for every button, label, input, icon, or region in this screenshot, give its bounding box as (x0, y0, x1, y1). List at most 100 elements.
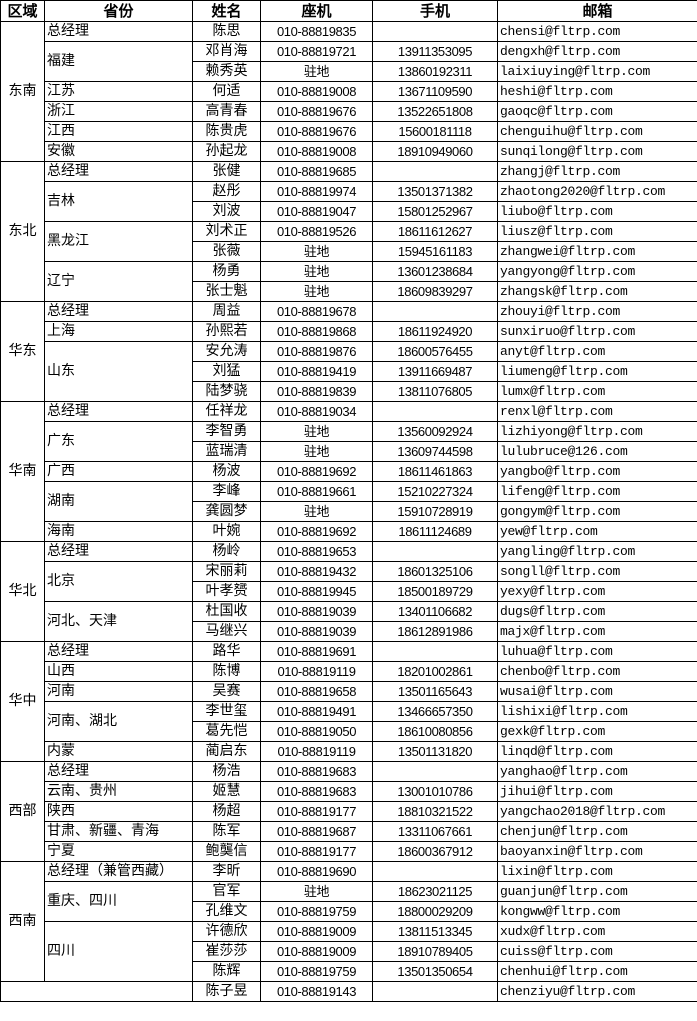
landline-cell: 010-88819876 (260, 341, 373, 362)
province-cell: 江苏 (44, 81, 193, 102)
landline-cell: 010-88819653 (260, 541, 373, 562)
table-row: 东北 总经理 张健 010-88819685 zhangj@fltrp.com (0, 161, 697, 302)
person-name: 崔莎莎 (192, 941, 261, 962)
landline-cell: 010-88819419 (260, 361, 373, 382)
table-row: 湖南 李峰 010-88819661 15210227324 lifeng@fltrp.… (1, 481, 697, 522)
person-name: 陈贵虎 (192, 121, 261, 142)
table-row: 陆梦骁 010-88819839 13811076805 lumx@fltrp.com (1, 381, 697, 402)
landline-cell: 010-88819050 (260, 721, 373, 742)
table-body: 东南 总经理 陈思 010-88819835 chensi@fltrp.com 福建 邓肖海… (0, 21, 697, 1002)
email-cell: chenhui@fltrp.com (497, 961, 697, 982)
landline-cell: 驻地 (260, 881, 373, 902)
mobile-cell: 18611612627 (372, 221, 498, 242)
email-cell: lishixi@fltrp.com (497, 701, 697, 722)
mobile-cell: 13911669487 (372, 361, 498, 382)
province-cell: 河南、湖北 (44, 701, 193, 742)
table-row: 龚圆梦 驻地 15910728919 gongym@fltrp.com (1, 501, 697, 522)
landline-cell: 010-88819690 (260, 861, 373, 882)
header-mobile: 手机 (372, 0, 498, 22)
landline-cell: 010-88819868 (260, 321, 373, 342)
email-cell: lifeng@fltrp.com (497, 481, 697, 502)
landline-cell: 010-88819676 (260, 121, 373, 142)
mobile-cell: 18609839297 (372, 281, 498, 302)
province-cell: 海南 (44, 521, 193, 542)
person-name: 周益 (192, 301, 261, 322)
mobile-cell: 15945161183 (372, 241, 498, 262)
province-cell: 宁夏 (44, 841, 193, 862)
province-cell: 吉林 (44, 181, 193, 222)
table-row: 西部 总经理 杨浩 010-88819683 yanghao@fltrp.com (0, 761, 697, 862)
mobile-cell: 15600181118 (372, 121, 498, 142)
landline-cell: 010-88819835 (260, 21, 373, 42)
person-name: 杨岭 (192, 541, 261, 562)
mobile-cell: 13001010786 (372, 781, 498, 802)
person-name: 龚圆梦 (192, 501, 261, 522)
mobile-cell: 18611924920 (372, 321, 498, 342)
province-cell: 陕西 (44, 801, 193, 822)
mobile-cell: 18610080856 (372, 721, 498, 742)
email-cell: dugs@fltrp.com (497, 601, 697, 622)
province-cell: 辽宁 (44, 261, 193, 302)
table-row: 山东 安允涛 010-88819876 18600576455 anyt@fltrp.c… (1, 341, 697, 402)
person-name: 孔维文 (192, 901, 261, 922)
mobile-cell: 18500189729 (372, 581, 498, 602)
person-name: 叶婉 (192, 521, 261, 542)
email-cell: cuiss@fltrp.com (497, 941, 697, 962)
province-cell: 甘肃、新疆、青海 (44, 821, 193, 842)
province-cell: 总经理 (44, 641, 193, 662)
table-row: 黑龙江 刘术正 010-88819526 18611612627 liusz@fltrp… (1, 221, 697, 262)
email-cell: chenbo@fltrp.com (497, 661, 697, 682)
person-name: 杨超 (192, 801, 261, 822)
person-name: 邓肖海 (192, 41, 261, 62)
mobile-cell: 13560092924 (372, 421, 498, 442)
person-name: 蓝瑞清 (192, 441, 261, 462)
table-row: 河北、天津 杜国收 010-88819039 13401106682 dugs@fltr… (1, 601, 697, 642)
person-name: 何适 (192, 81, 261, 102)
person-name: 李智勇 (192, 421, 261, 442)
landline-cell: 010-88819692 (260, 521, 373, 542)
person-name: 杨浩 (192, 761, 261, 782)
email-cell: heshi@fltrp.com (497, 81, 697, 102)
header-landline: 座机 (260, 0, 373, 22)
landline-cell: 010-88819491 (260, 701, 373, 722)
person-name: 高青春 (192, 101, 261, 122)
person-name: 李峰 (192, 481, 261, 502)
region-cell: 华东 (0, 301, 45, 402)
person-name: 蔺启东 (192, 741, 261, 762)
province-cell: 江西 (44, 121, 193, 142)
landline-cell: 驻地 (260, 441, 373, 462)
person-name: 李昕 (192, 861, 261, 882)
email-cell: liumeng@fltrp.com (497, 361, 697, 382)
person-name: 孙熙若 (192, 321, 261, 342)
mobile-cell: 13311067661 (372, 821, 498, 842)
header-province: 省份 (44, 0, 193, 22)
landline-cell: 010-88819683 (260, 761, 373, 782)
email-cell: gongym@fltrp.com (497, 501, 697, 522)
landline-cell: 010-88819691 (260, 641, 373, 662)
landline-cell: 010-88819009 (260, 941, 373, 962)
province-cell: 上海 (44, 321, 193, 342)
landline-cell: 010-88819432 (260, 561, 373, 582)
landline-cell: 010-88819661 (260, 481, 373, 502)
province-cell: 云南、贵州 (44, 781, 193, 802)
province-cell: 总经理 (44, 301, 193, 322)
mobile-cell: 18623021125 (372, 881, 498, 902)
email-cell: lumx@fltrp.com (497, 381, 697, 402)
table-row: 重庆、四川 官军 驻地 18623021125 guanjun@fltrp.com (1, 881, 697, 922)
landline-cell: 010-88819177 (260, 841, 373, 862)
mobile-cell: 13466657350 (372, 701, 498, 722)
province-cell: 总经理 (44, 21, 193, 42)
table-row: 上海 孙熙若 010-88819868 18611924920 sunxiruo@flt… (1, 321, 697, 342)
table-row: 河南、湖北 李世玺 010-88819491 13466657350 lishixi@f… (1, 701, 697, 742)
email-cell: gaoqc@fltrp.com (497, 101, 697, 122)
province-cell: 总经理 (44, 541, 193, 562)
province-cell: 广东 (44, 421, 193, 462)
landline-cell: 驻地 (260, 501, 373, 522)
person-name: 葛先恺 (192, 721, 261, 742)
email-cell: zhangj@fltrp.com (497, 161, 697, 182)
table-row: 刘猛 010-88819419 13911669487 liumeng@fltrp.c… (1, 361, 697, 382)
email-cell: chenjun@fltrp.com (497, 821, 697, 842)
mobile-cell (372, 21, 498, 42)
person-name: 宋丽莉 (192, 561, 261, 582)
